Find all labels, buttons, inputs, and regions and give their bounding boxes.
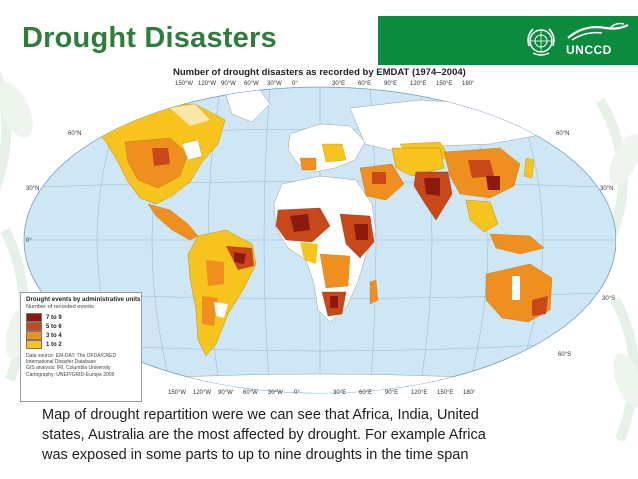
- longitude-label-top: 0°: [292, 81, 298, 87]
- longitude-label-bottom: 90°E: [385, 390, 399, 396]
- caption-line: Map of drought repartition were we can s…: [42, 407, 479, 423]
- longitude-label-top: 90°W: [221, 81, 236, 87]
- map-region-india: [413, 171, 453, 221]
- caption-line: was exposed in some parts to up to nine …: [42, 447, 469, 463]
- legend-source-line: GIS analysis: IRI, Columbia University: [26, 365, 111, 372]
- legend-label: 7 to 9: [46, 314, 62, 321]
- legend-item: 5 to 6: [26, 322, 136, 331]
- longitude-label-bottom: 90°W: [218, 390, 233, 396]
- legend-source-line: International Disaster Database: [26, 359, 97, 366]
- unccd-logo-text: UNCCD: [566, 43, 612, 57]
- longitude-label-bottom: 150°E: [437, 390, 454, 396]
- legend-title: Drought events by administrative units: [26, 296, 141, 303]
- longitude-label-bottom: 30°E: [333, 390, 347, 396]
- latitude-label-left: 0°: [26, 238, 32, 244]
- longitude-label-top: 120°E: [410, 81, 427, 87]
- map-region-madagascar: [369, 279, 379, 305]
- map-region-new-zealand: [575, 317, 587, 339]
- slide-title: Drought Disasters: [22, 22, 277, 54]
- longitude-label-bottom: 60°E: [359, 390, 373, 396]
- legend-swatch: [26, 331, 42, 340]
- legend-item: 1 to 2: [26, 340, 136, 349]
- map-region-japan: [523, 157, 535, 179]
- longitude-label-bottom: 30°W: [268, 390, 283, 396]
- longitude-label-top: 30°W: [267, 81, 282, 87]
- longitude-label-bottom: 150°W: [168, 390, 187, 396]
- legend-subtitle: Number of recorded events: [26, 304, 94, 310]
- latitude-label-right: 60°N: [556, 131, 570, 137]
- longitude-label-top: 60°W: [244, 81, 259, 87]
- longitude-label-bottom: 120°W: [193, 390, 212, 396]
- latitude-label-right: 60°S: [558, 352, 572, 358]
- world-drought-map: [23, 86, 616, 394]
- legend-swatch: [26, 313, 42, 322]
- longitude-label-top: 120°W: [198, 81, 217, 87]
- latitude-label-left: 30°N: [26, 186, 40, 192]
- map-region-southeast-asia: [465, 199, 499, 233]
- latitude-label-left: 60°N: [68, 131, 82, 137]
- longitude-label-top: 150°W: [175, 81, 194, 87]
- map-title: Number of drought disasters as recorded …: [173, 67, 466, 78]
- longitude-label-top: 90°E: [384, 81, 398, 87]
- longitude-label-top: 150°E: [436, 81, 453, 87]
- latitude-label-right: 30°S: [602, 296, 616, 302]
- latitude-label-right: 30°N: [600, 186, 614, 192]
- slide-caption: Map of drought repartition were we can s…: [42, 405, 602, 465]
- caption-line: states, Australia are the most affected …: [42, 427, 486, 443]
- un-emblem-icon: [527, 28, 555, 56]
- legend-swatch: [26, 340, 42, 349]
- map-legend: Drought events by administrative units N…: [20, 292, 142, 402]
- legend-source-line: Data source: EM-DAT: The OFDA/CRED: [26, 353, 117, 359]
- longitude-label-top: 180°: [462, 81, 475, 87]
- legend-source: Data source: EM-DAT: The OFDA/CRED Inter…: [26, 353, 136, 378]
- logo-band: [378, 16, 638, 65]
- longitude-label-bottom: 60°W: [243, 390, 258, 396]
- legend-label: 5 to 6: [46, 323, 62, 330]
- unccd-logo-icon: [567, 22, 629, 41]
- legend-item: 3 to 4: [26, 331, 136, 340]
- legend-item: 7 to 9: [26, 313, 136, 322]
- legend-source-line: Cartography: UNEP/GRID-Europe 2009: [26, 371, 115, 378]
- legend-label: 3 to 4: [46, 332, 62, 339]
- legend-label: 1 to 2: [46, 341, 62, 348]
- longitude-label-bottom: 120°E: [411, 390, 428, 396]
- map-region-central-america: [147, 203, 199, 241]
- longitude-label-top: 30°E: [332, 81, 346, 87]
- longitude-label-bottom: 0°: [294, 390, 300, 396]
- longitude-label-top: 60°E: [358, 81, 372, 87]
- legend-swatch: [26, 322, 42, 331]
- longitude-label-bottom: 180°: [463, 390, 476, 396]
